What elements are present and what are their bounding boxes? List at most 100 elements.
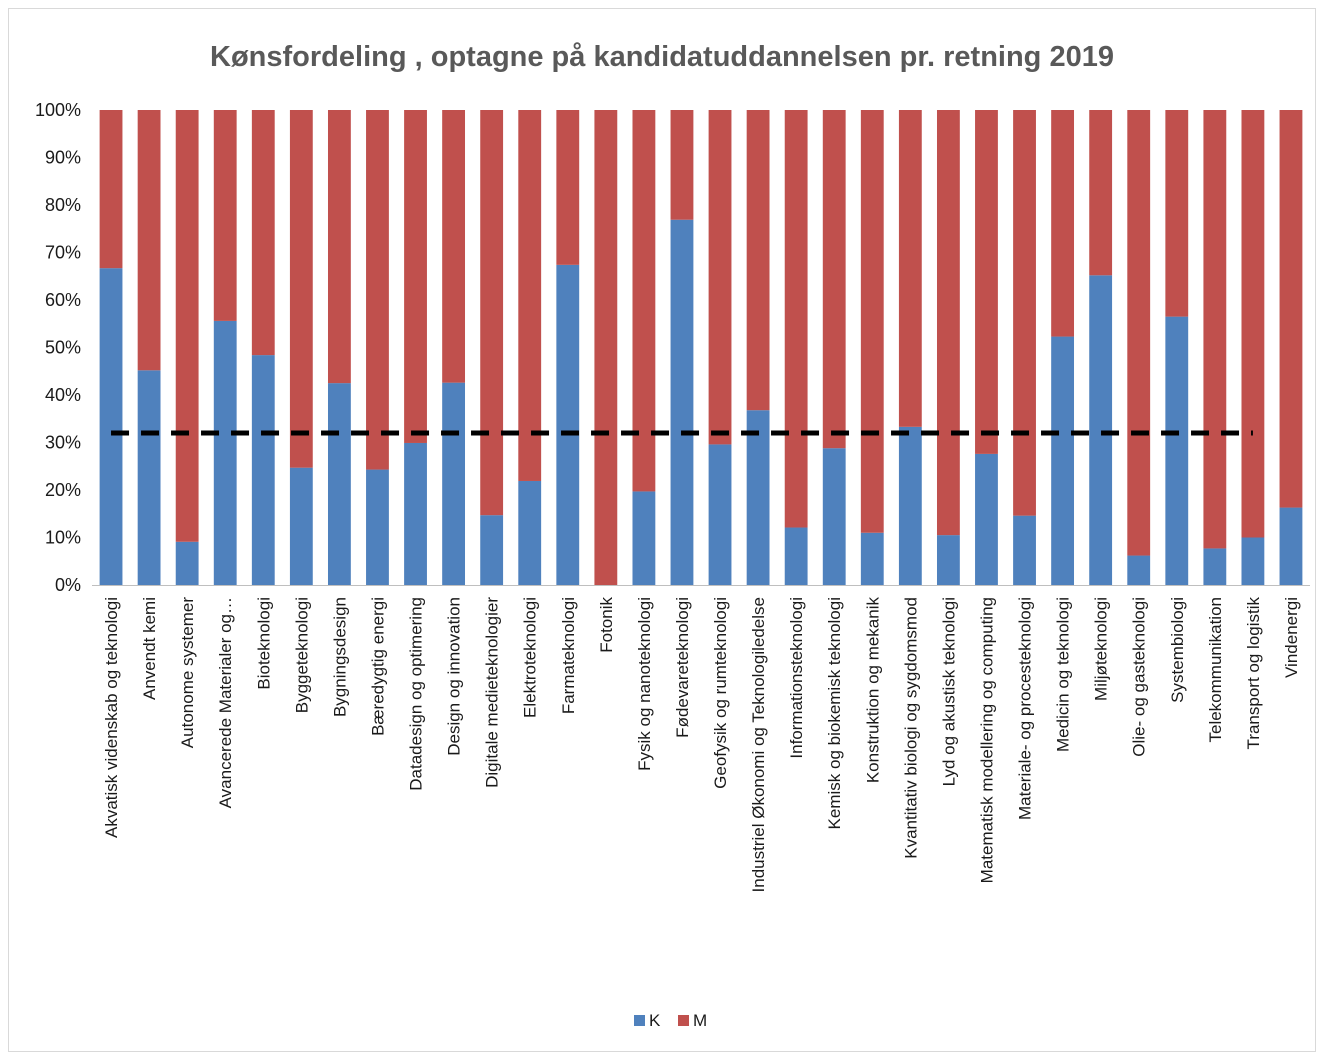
bar-k — [898, 426, 922, 585]
x-tick-label: Kemisk og biokemisk teknologi — [825, 597, 844, 829]
bar-k — [936, 535, 960, 585]
x-tick-label: Design og innovation — [445, 597, 464, 756]
bar-k — [975, 453, 998, 585]
bar-k — [708, 444, 732, 585]
x-tick-label: Digitale medieteknologier — [483, 597, 502, 788]
bar-k — [670, 219, 694, 585]
bar-m — [1013, 110, 1036, 516]
bar-m — [632, 110, 656, 492]
bar-k — [1013, 515, 1036, 585]
x-tick-label: Olie- og gasteknologi — [1130, 597, 1149, 757]
bar-k — [860, 532, 884, 585]
x-tick-label: Geofysik og rumteknologi — [711, 597, 730, 789]
bar-m — [975, 110, 998, 454]
x-tick-label: Autonome systemer — [178, 597, 197, 749]
bar-m — [556, 110, 580, 265]
bars — [99, 110, 1303, 585]
x-axis: Akvatisk videnskab og teknologi Anvendt k… — [92, 585, 1310, 892]
bar-m — [936, 110, 960, 536]
bar-m — [594, 110, 618, 585]
x-tick-label: Avancerede Materialer og… — [216, 597, 235, 808]
bar-k — [366, 469, 389, 585]
legend-label-k: K — [649, 1011, 661, 1030]
bar-m — [99, 110, 123, 269]
x-tick-label: Anvendt kemi — [140, 597, 159, 700]
bar-k — [175, 541, 199, 585]
x-tick-label: Elektroteknologi — [521, 597, 540, 718]
x-tick-label: Transport og logistik — [1244, 597, 1263, 750]
bar-k — [404, 442, 427, 585]
legend-swatch-m — [678, 1015, 689, 1026]
bar-k — [784, 527, 808, 585]
bar-k — [99, 268, 123, 585]
x-tick-label: Byggeteknologi — [292, 597, 311, 713]
bar-m — [1051, 110, 1075, 337]
bar-k — [213, 320, 237, 585]
legend-label-m: M — [693, 1011, 707, 1030]
y-tick-label: 90% — [45, 148, 81, 168]
x-tick-label: Vindenergi — [1282, 597, 1301, 678]
bar-k — [251, 355, 275, 585]
x-tick-label: Fysik og nanoteknologi — [635, 597, 654, 771]
x-tick-label: Lyd og akustisk teknologi — [939, 597, 958, 786]
y-tick-label: 30% — [45, 433, 81, 453]
x-tick-label: Fødevareteknologi — [673, 597, 692, 738]
y-axis: 0% 10% 20% 30% 40% 50% 60% 70% 80% 90% 100% — [35, 100, 81, 595]
x-tick-label: Fotonik — [597, 597, 616, 653]
bar-m — [860, 110, 884, 533]
bar-m — [137, 110, 161, 371]
bar-m — [442, 110, 466, 383]
bar-m — [1089, 110, 1113, 276]
y-tick-label: 20% — [45, 480, 81, 500]
bar-k — [1279, 507, 1303, 585]
bar-m — [670, 110, 694, 220]
x-tick-label: Konstruktion og mekanik — [863, 597, 882, 784]
bar-k — [1127, 555, 1151, 585]
x-tick-label: Datadesign og optimering — [407, 597, 426, 791]
chart-title: Kønsfordeling , optagne på kandidatuddan… — [210, 41, 1114, 73]
x-tick-label: Bioteknologi — [254, 597, 273, 690]
bar-k — [480, 515, 504, 585]
bar-m — [746, 110, 770, 411]
x-tick-label: Medicin og teknologi — [1054, 597, 1073, 752]
y-tick-label: 60% — [45, 290, 81, 310]
bar-k — [1241, 537, 1265, 585]
x-tick-label: Farmateknologi — [559, 597, 578, 714]
bar-m — [289, 110, 313, 468]
bar-k — [556, 264, 580, 585]
bar-k — [1165, 316, 1189, 585]
bar-m — [213, 110, 237, 321]
y-tick-label: 40% — [45, 385, 81, 405]
bar-m — [518, 110, 542, 481]
bar-k — [746, 410, 770, 585]
legend-swatch-k — [634, 1015, 645, 1026]
y-tick-label: 10% — [45, 528, 81, 548]
bar-m — [822, 110, 846, 449]
x-tick-label: Telekommunikation — [1206, 597, 1225, 743]
bar-m — [1241, 110, 1265, 538]
bar-m — [784, 110, 808, 528]
bar-m — [480, 110, 504, 516]
x-tick-label: Kvantitativ biologi og sygdomsmod — [901, 597, 920, 859]
x-tick-label: Informationsteknologi — [787, 597, 806, 759]
x-tick-label: Systembiologi — [1168, 597, 1187, 703]
y-tick-label: 70% — [45, 243, 81, 263]
bar-m — [1127, 110, 1151, 556]
bar-m — [1203, 110, 1227, 549]
bar-m — [1165, 110, 1189, 317]
y-tick-label: 80% — [45, 195, 81, 215]
bar-m — [366, 110, 389, 470]
y-tick-label: 0% — [55, 575, 81, 595]
x-tick-label: Bygningsdesign — [330, 597, 349, 717]
bar-m — [327, 110, 351, 384]
x-tick-label: Bæredygtig energi — [368, 597, 387, 736]
bar-k — [632, 491, 656, 585]
bar-m — [708, 110, 732, 445]
y-tick-label: 50% — [45, 338, 81, 358]
bar-k — [442, 382, 466, 585]
bar-m — [175, 110, 199, 542]
bar-m — [251, 110, 275, 356]
bar-k — [822, 448, 846, 585]
